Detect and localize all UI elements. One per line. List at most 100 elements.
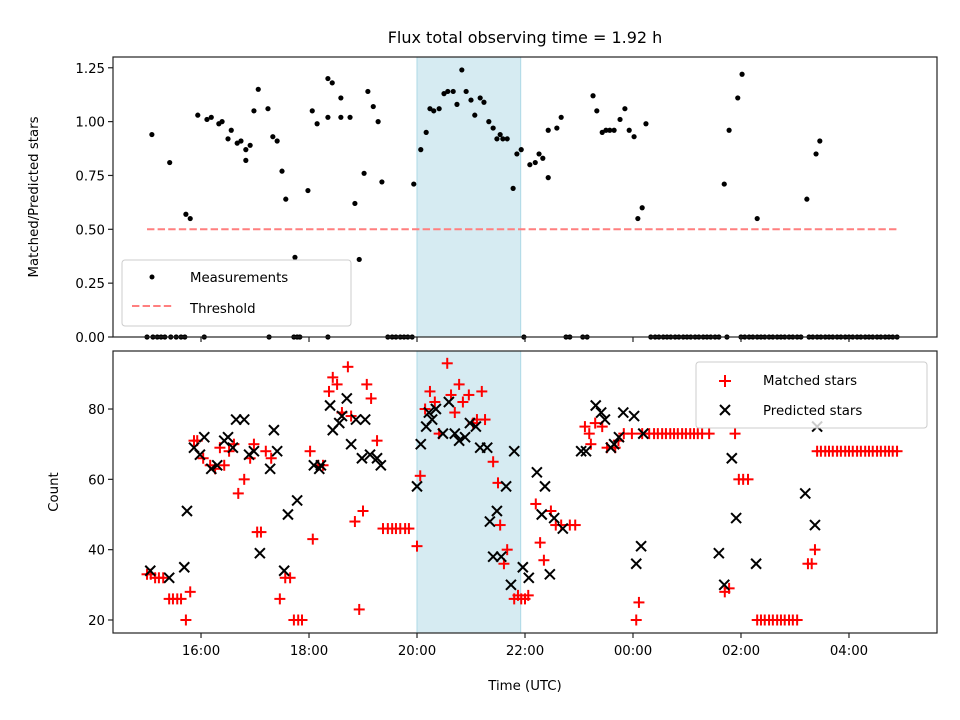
measurement-point: [490, 125, 496, 131]
measurement-point: [279, 168, 285, 174]
predicted-star-point: [484, 515, 496, 528]
matched-star-point: [331, 378, 343, 390]
matched-star-point: [463, 389, 475, 401]
measurement-point: [626, 127, 632, 133]
predicted-star-point: [278, 565, 290, 577]
measurement-point: [514, 151, 520, 157]
matched-star-point: [569, 519, 581, 531]
predicted-star-point: [750, 558, 762, 570]
matched-star-point: [371, 435, 383, 447]
predicted-star-point: [517, 561, 529, 573]
top-panel: 0.00 0.25 0.50 0.75 1.00 1.25 Flux total obse…: [27, 28, 938, 346]
top-legend-box: [121, 259, 352, 327]
matched-star-point: [323, 385, 335, 397]
measurement-point: [739, 71, 745, 77]
x-tick-label: 20:00: [398, 644, 436, 659]
predicted-star-point: [500, 480, 512, 493]
matched-star-point: [742, 473, 754, 485]
matched-star-point: [260, 445, 272, 457]
matched-star-point: [534, 537, 546, 549]
top-y-tick-label: 0.25: [75, 277, 105, 292]
predicted-star-point: [539, 480, 551, 493]
predicted-star-point: [730, 512, 742, 524]
matched-star-point: [476, 385, 488, 397]
measurement-point: [721, 181, 727, 187]
predicted-star-point: [617, 406, 629, 419]
observing-window-shade-top: [416, 56, 522, 338]
measurement-point: [251, 108, 257, 114]
legend-predicted-marker: [719, 404, 731, 416]
measurement-point: [167, 159, 173, 166]
predicted-star-point: [324, 399, 336, 412]
measurement-point: [622, 106, 628, 112]
matched-star-point: [238, 473, 250, 485]
matched-star-point: [494, 519, 506, 531]
predicted-star-point: [635, 540, 647, 552]
bottom-marks: [141, 357, 903, 626]
top-x-ticks: [200, 337, 850, 342]
measurement-point: [481, 99, 487, 105]
predicted-star-point: [449, 427, 461, 440]
measurement-point: [617, 116, 623, 123]
matched-star-point: [414, 470, 426, 482]
measurement-point: [532, 159, 538, 166]
matched-star-point: [424, 385, 436, 397]
measurement-point: [477, 95, 483, 101]
predicted-star-point: [799, 487, 811, 500]
predicted-star-point: [238, 413, 250, 426]
measurement-point: [305, 187, 311, 194]
top-marks: [144, 67, 900, 340]
predicted-star-point: [575, 445, 587, 457]
top-y-tick-label: 1.00: [75, 116, 105, 131]
matched-star-point: [349, 516, 361, 528]
measurement-point: [631, 134, 637, 140]
predicted-star-point: [336, 410, 348, 422]
bottom-y-tick-label: 20: [88, 614, 105, 629]
measurement-point: [504, 136, 510, 142]
predicted-star-point: [453, 434, 465, 447]
measurement-point: [243, 147, 249, 153]
measurement-point: [370, 103, 376, 110]
matched-star-point: [809, 544, 821, 556]
legend-matched-label: Matched stars: [763, 374, 857, 389]
predicted-star-point: [264, 463, 276, 475]
matched-star-point: [327, 371, 339, 383]
predicted-star-point: [411, 480, 423, 493]
measurement-point: [813, 151, 819, 157]
x-tick-label: 00:00: [614, 644, 652, 659]
matched-star-point: [157, 572, 169, 584]
measurement-point: [436, 106, 442, 112]
measurement-point: [545, 175, 551, 181]
top-y-tick-label: 0.50: [75, 223, 105, 238]
predicted-star-point: [268, 424, 280, 436]
matched-star-point: [501, 544, 513, 556]
measurement-point: [635, 215, 641, 222]
measurement-point: [325, 75, 331, 82]
predicted-star-point: [271, 445, 283, 457]
predicted-star-point: [415, 438, 427, 450]
top-y-axis-label: Matched/Predicted stars: [27, 116, 42, 277]
predicted-star-point: [544, 568, 556, 580]
predicted-star-point: [364, 449, 376, 461]
measurement-point: [603, 127, 609, 133]
bottom-y-tick-label: 40: [88, 544, 105, 559]
matched-star-point: [487, 456, 499, 468]
predicted-star-point: [230, 413, 242, 426]
predicted-star-point: [254, 547, 266, 559]
measurement-point: [545, 127, 551, 133]
chart-title: Flux total observing time = 1.92 h: [388, 28, 663, 47]
matched-star-point: [180, 614, 192, 626]
matched-star-point: [296, 614, 308, 626]
bottom-panel: 16:00 18:00 20:00 22:00 00:00 02:00 04:00 20 40…: [47, 350, 938, 694]
measurement-point: [356, 256, 362, 263]
measurement-point: [365, 88, 371, 95]
predicted-star-point: [470, 420, 482, 433]
predicted-star-point: [371, 452, 383, 464]
matched-star-point: [530, 498, 542, 510]
predicted-star-point: [508, 445, 520, 457]
predicted-star-point: [144, 565, 156, 577]
x-tick-label: 04:00: [830, 644, 868, 659]
legend-threshold-label: Threshold: [189, 302, 256, 317]
measurement-point: [518, 147, 524, 153]
